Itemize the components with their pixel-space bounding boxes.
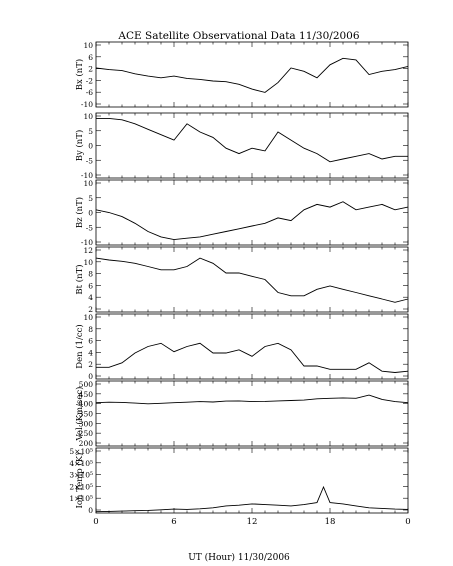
y-axis-label: Bx (nT) (74, 59, 85, 91)
y-tick-label: -2 (86, 76, 94, 85)
y-tick-label: -5 (86, 156, 94, 165)
panel-frame (95, 447, 409, 514)
panel-frame (95, 179, 409, 246)
y-tick-label: -10 (81, 100, 93, 109)
y-tick-label: 8 (88, 325, 93, 334)
x-tick-label: 0 (405, 517, 410, 527)
series-line (95, 57, 409, 93)
y-tick-label: 10 (83, 313, 93, 322)
y-tick-label: 0 (88, 372, 93, 381)
panel-1: 10 6 2 -2 -6 -10 Bx (nT) (74, 41, 409, 109)
y-axis-label: By (nT) (74, 130, 85, 162)
y-tick-label: 250 (79, 429, 94, 438)
series-line (95, 394, 409, 405)
y-tick-label: -10 (81, 171, 93, 180)
y-tick-label: 2 (88, 360, 93, 369)
y-tick-label: 8 (88, 270, 93, 279)
y-axis-label: Bz (nT) (74, 197, 85, 228)
x-tick-label: 0 (93, 517, 98, 527)
panel-frame (95, 380, 409, 447)
y-tick-label: 500 (79, 380, 94, 389)
x-tick-label: 12 (247, 517, 258, 527)
x-tick-label: 18 (325, 517, 336, 527)
y-tick-label: -6 (86, 88, 94, 97)
y-axis-label: Bt (nT) (74, 264, 85, 294)
y-tick-label: 6 (88, 53, 93, 62)
y-tick-label: 6 (88, 281, 93, 290)
y-tick-label: 4 (88, 293, 93, 302)
panel-frame (95, 41, 409, 108)
panel-frame (95, 313, 409, 380)
y-axis-label: Ion Temp (K) (74, 453, 85, 509)
y-tick-label: -5 (86, 223, 94, 232)
y-tick-label: 200 (79, 439, 94, 448)
y-tick-label: 4 (88, 348, 93, 357)
series-line (95, 201, 409, 241)
y-tick-label: 4×10⁵ (69, 459, 93, 468)
y-tick-label: 6 (88, 337, 93, 346)
panels: 10 6 2 -2 -6 -10 Bx (nT) 10 5 0 -5 -10 By (nT) 10 5 0 -5… (69, 41, 410, 527)
y-tick-label: 0 (88, 209, 93, 218)
y-tick-label: 2×10⁵ (69, 482, 93, 491)
y-tick-label: 3×10⁵ (69, 471, 93, 480)
y-tick-label: 1×10⁵ (69, 494, 93, 503)
y-tick-label: 10 (83, 258, 93, 267)
y-tick-label: 5 (88, 127, 93, 136)
y-axis-label: Den (1/cc) (74, 324, 85, 368)
y-tick-label: 300 (79, 419, 94, 428)
y-tick-label: 0 (88, 142, 93, 151)
series-line (95, 257, 409, 303)
y-tick-label: 5 (88, 194, 93, 203)
panel-frame (95, 246, 409, 313)
x-axis-label: UT (Hour) 11/30/2006 (188, 552, 290, 563)
series-line (95, 485, 409, 513)
y-tick-label: 450 (79, 390, 94, 399)
y-tick-label: 5×10⁵ (69, 447, 93, 456)
series-line (96, 117, 408, 163)
y-tick-label: -10 (81, 238, 93, 247)
y-tick-label: 10 (83, 41, 93, 50)
y-tick-label: 400 (79, 400, 94, 409)
panel-2: 10 5 0 -5 -10 By (nT) (74, 112, 409, 180)
panel-frame (95, 112, 409, 179)
y-tick-label: 2 (88, 305, 93, 314)
panel-3: 10 5 0 -5 -10 Bz (nT) (74, 179, 409, 247)
y-tick-label: 12 (83, 246, 93, 255)
y-axis-label: Vel (Km/sec) (74, 387, 85, 442)
y-tick-label: 350 (79, 410, 94, 419)
y-tick-label: 10 (83, 112, 93, 121)
y-tick-label: 2 (88, 65, 93, 74)
x-tick-label: 6 (171, 517, 176, 527)
series-line (96, 342, 409, 373)
panel-4: 12 10 8 6 4 2 Bt (nT) (74, 246, 409, 314)
chart-title: ACE Satellite Observational Data 11/30/2… (117, 30, 359, 42)
y-tick-label: 0 (88, 506, 93, 515)
y-tick-label: 10 (83, 179, 93, 188)
